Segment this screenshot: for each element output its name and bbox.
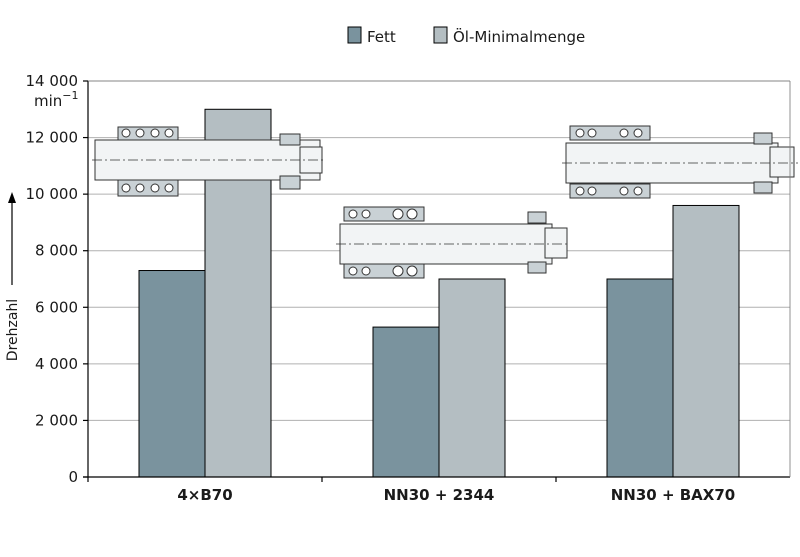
y-tick-label: 6 000: [35, 298, 78, 316]
y-tick-label: 2 000: [35, 411, 78, 429]
y-axis-title: Drehzahl: [5, 299, 21, 361]
bearing-arrangement-drawing-4xB70: [92, 126, 326, 197]
bar-fett-1: [138, 270, 206, 478]
x-category-labels: 4×B70 NN30 + 2344 NN30 + BAX70: [177, 486, 735, 504]
bearing-arrangement-drawing-NN30-BAX70: [562, 125, 798, 199]
y-tick-label: 10 000: [26, 185, 79, 203]
y-unit-label: min−1: [34, 89, 79, 110]
y-tick-label: 4 000: [35, 355, 78, 373]
y-tick-label: 8 000: [35, 242, 78, 260]
legend-label: Öl-Minimalmenge: [453, 27, 585, 46]
y-axis-title-group: Drehzahl: [5, 192, 21, 361]
x-category-label: 4×B70: [177, 486, 232, 504]
y-tick-label: 12 000: [26, 129, 79, 147]
y-axis-arrow-head: [8, 192, 16, 203]
bar-fett-3: [606, 278, 674, 478]
legend-swatch: [433, 26, 448, 44]
legend: Fett Öl-Minimalmenge: [347, 26, 585, 46]
y-tick-label: 0: [68, 468, 78, 486]
bar-oel-3: [672, 204, 740, 478]
bar-fett-2: [372, 326, 440, 478]
y-tick-label: 14 000: [26, 72, 79, 90]
bearing-illustrations: [92, 125, 798, 279]
bearing-arrangement-drawing-NN30-2344: [336, 206, 570, 279]
x-category-label: NN30 + 2344: [384, 486, 495, 504]
bar-oel-2: [438, 278, 506, 478]
x-category-label: NN30 + BAX70: [611, 486, 735, 504]
y-tick-labels: 0 2 000 4 000 6 000 8 000 10 000 12 000 14 000: [26, 72, 79, 486]
legend-label: Fett: [367, 28, 396, 46]
legend-swatch: [347, 26, 362, 44]
axes: [83, 80, 791, 482]
